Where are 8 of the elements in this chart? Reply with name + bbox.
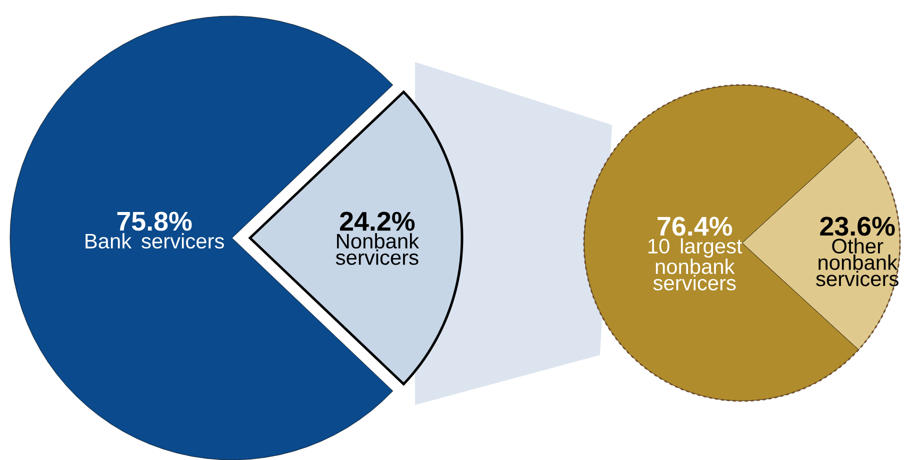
data-label: 75.8% [117,212,192,231]
data-label: 24.2% [340,212,415,231]
data-label: 76.4% [658,216,732,236]
slice-label: Bank servicers [86,233,224,249]
slice-label: Other nonbank servicers [816,238,898,286]
slice-label: 10 largest nonbank servicers [648,238,742,290]
slice-label: Nonbank servicers [336,233,420,265]
data-label: 23.6% [820,216,895,236]
